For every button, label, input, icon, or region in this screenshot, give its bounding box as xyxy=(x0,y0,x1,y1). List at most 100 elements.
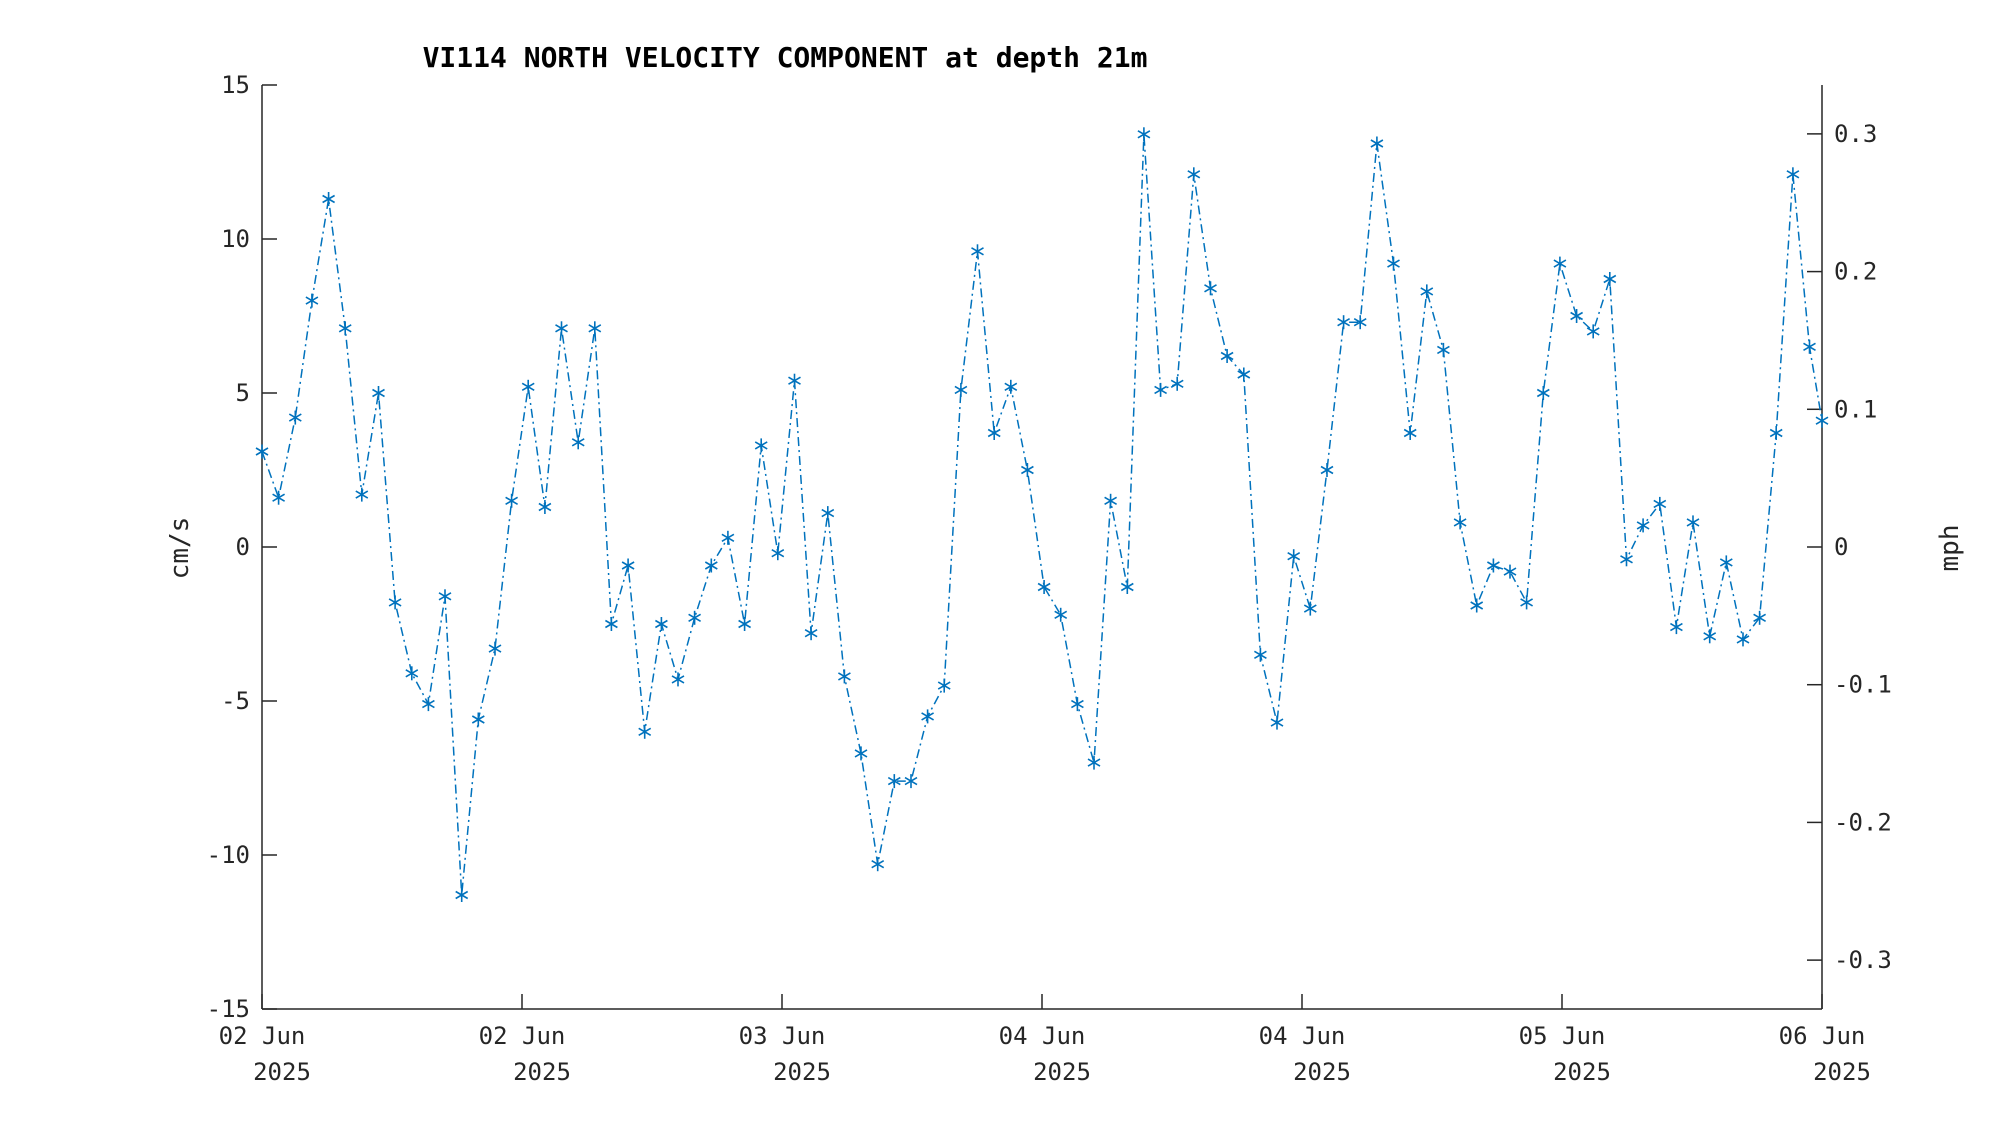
asterisk-stroke xyxy=(1170,379,1184,388)
data-point xyxy=(305,293,319,308)
asterisk-stroke xyxy=(588,324,602,333)
data-point xyxy=(937,678,951,693)
data-point xyxy=(921,709,935,724)
asterisk-stroke xyxy=(1253,650,1267,659)
data-point xyxy=(1603,272,1617,286)
asterisk-stroke xyxy=(804,629,818,638)
data-point xyxy=(954,382,968,397)
asterisk-stroke xyxy=(1703,632,1717,641)
x-tick-label-day: 04 Jun xyxy=(1259,1022,1346,1050)
data-point xyxy=(1553,256,1567,271)
y-tick-label-left: 10 xyxy=(221,225,250,253)
data-point xyxy=(1586,324,1600,339)
asterisk-stroke xyxy=(1736,635,1750,644)
asterisk-stroke xyxy=(1536,388,1550,398)
data-point xyxy=(1120,580,1134,594)
asterisk-stroke xyxy=(1570,311,1584,321)
asterisk-stroke xyxy=(721,533,735,542)
axes: -15 -10 -5 0 5 10 15 -0.3 -0.2 -0.1 0 0.1 0.2 0.3 02 J… xyxy=(207,71,1892,1086)
asterisk-stroke xyxy=(255,447,269,456)
asterisk-stroke xyxy=(505,496,519,505)
asterisk-stroke xyxy=(405,669,419,678)
y-tick-label-left: -10 xyxy=(207,841,250,869)
asterisk-stroke xyxy=(921,712,935,721)
data-point xyxy=(854,746,868,761)
data-point xyxy=(438,589,452,604)
y-tick-label-right: 0.3 xyxy=(1834,120,1877,148)
asterisk-stroke xyxy=(788,376,801,385)
asterisk-stroke xyxy=(887,776,901,786)
asterisk-stroke xyxy=(1120,582,1134,592)
data-point xyxy=(1436,342,1450,357)
asterisk-stroke xyxy=(1070,699,1084,709)
asterisk-stroke xyxy=(604,619,618,629)
asterisk-stroke xyxy=(1287,552,1301,561)
asterisk-stroke xyxy=(521,382,535,391)
asterisk-stroke xyxy=(1786,170,1800,179)
asterisk-stroke xyxy=(288,413,302,422)
data-point xyxy=(421,697,435,712)
data-point xyxy=(1786,167,1800,182)
asterisk-stroke xyxy=(1586,327,1600,336)
asterisk-stroke xyxy=(971,247,984,256)
asterisk-stroke xyxy=(1154,385,1168,395)
data-point xyxy=(721,530,735,545)
series-layer xyxy=(255,127,1829,902)
data-point xyxy=(255,444,269,459)
y-tick-label-right: -0.3 xyxy=(1834,946,1892,974)
asterisk-stroke xyxy=(372,388,385,398)
data-point xyxy=(1154,382,1168,397)
asterisk-stroke xyxy=(1420,287,1434,296)
data-point xyxy=(1470,598,1484,613)
asterisk-stroke xyxy=(771,549,785,558)
asterisk-stroke xyxy=(1270,718,1284,727)
series-line xyxy=(261,134,1823,896)
y-tick-label-left: 0 xyxy=(236,533,250,561)
data-point xyxy=(505,493,519,508)
data-point xyxy=(1736,632,1750,647)
data-point xyxy=(1270,715,1284,730)
data-point xyxy=(1387,256,1400,271)
asterisk-stroke xyxy=(455,890,469,900)
data-point xyxy=(521,379,535,394)
data-point xyxy=(621,558,635,573)
asterisk-stroke xyxy=(1054,610,1068,619)
asterisk-stroke xyxy=(488,644,502,653)
asterisk-stroke xyxy=(1403,428,1417,438)
data-point xyxy=(654,617,668,631)
asterisk-stroke xyxy=(1353,318,1367,327)
asterisk-stroke xyxy=(1769,428,1783,438)
asterisk-stroke xyxy=(821,508,835,518)
data-point xyxy=(671,672,685,687)
asterisk-stroke xyxy=(1686,518,1700,527)
data-point xyxy=(821,506,835,521)
asterisk-stroke xyxy=(754,441,768,450)
y-tick-label-right: 0.1 xyxy=(1834,395,1877,423)
data-point xyxy=(372,386,385,400)
data-point xyxy=(1686,515,1700,530)
asterisk-stroke xyxy=(1087,758,1101,767)
data-point xyxy=(1303,601,1317,616)
asterisk-stroke xyxy=(1719,558,1733,567)
data-point xyxy=(904,774,918,789)
data-point xyxy=(1669,620,1683,635)
data-point xyxy=(405,666,419,681)
data-point xyxy=(1769,426,1783,440)
asterisk-stroke xyxy=(438,592,452,601)
data-point xyxy=(1803,339,1816,354)
x-tick-label-day: 02 Jun xyxy=(479,1022,566,1050)
asterisk-stroke xyxy=(1370,139,1384,148)
data-point xyxy=(738,617,752,631)
asterisk-stroke xyxy=(471,715,485,724)
data-point xyxy=(688,610,702,625)
y-axis-label-left: cm/s xyxy=(165,517,195,580)
y-tick-label-left: 5 xyxy=(236,379,250,407)
data-point xyxy=(788,373,801,388)
data-point xyxy=(388,595,402,610)
asterisk-stroke xyxy=(1104,496,1118,505)
asterisk-stroke xyxy=(1020,465,1034,475)
asterisk-stroke xyxy=(671,675,685,684)
asterisk-stroke xyxy=(1337,318,1351,327)
data-point xyxy=(1815,413,1829,428)
